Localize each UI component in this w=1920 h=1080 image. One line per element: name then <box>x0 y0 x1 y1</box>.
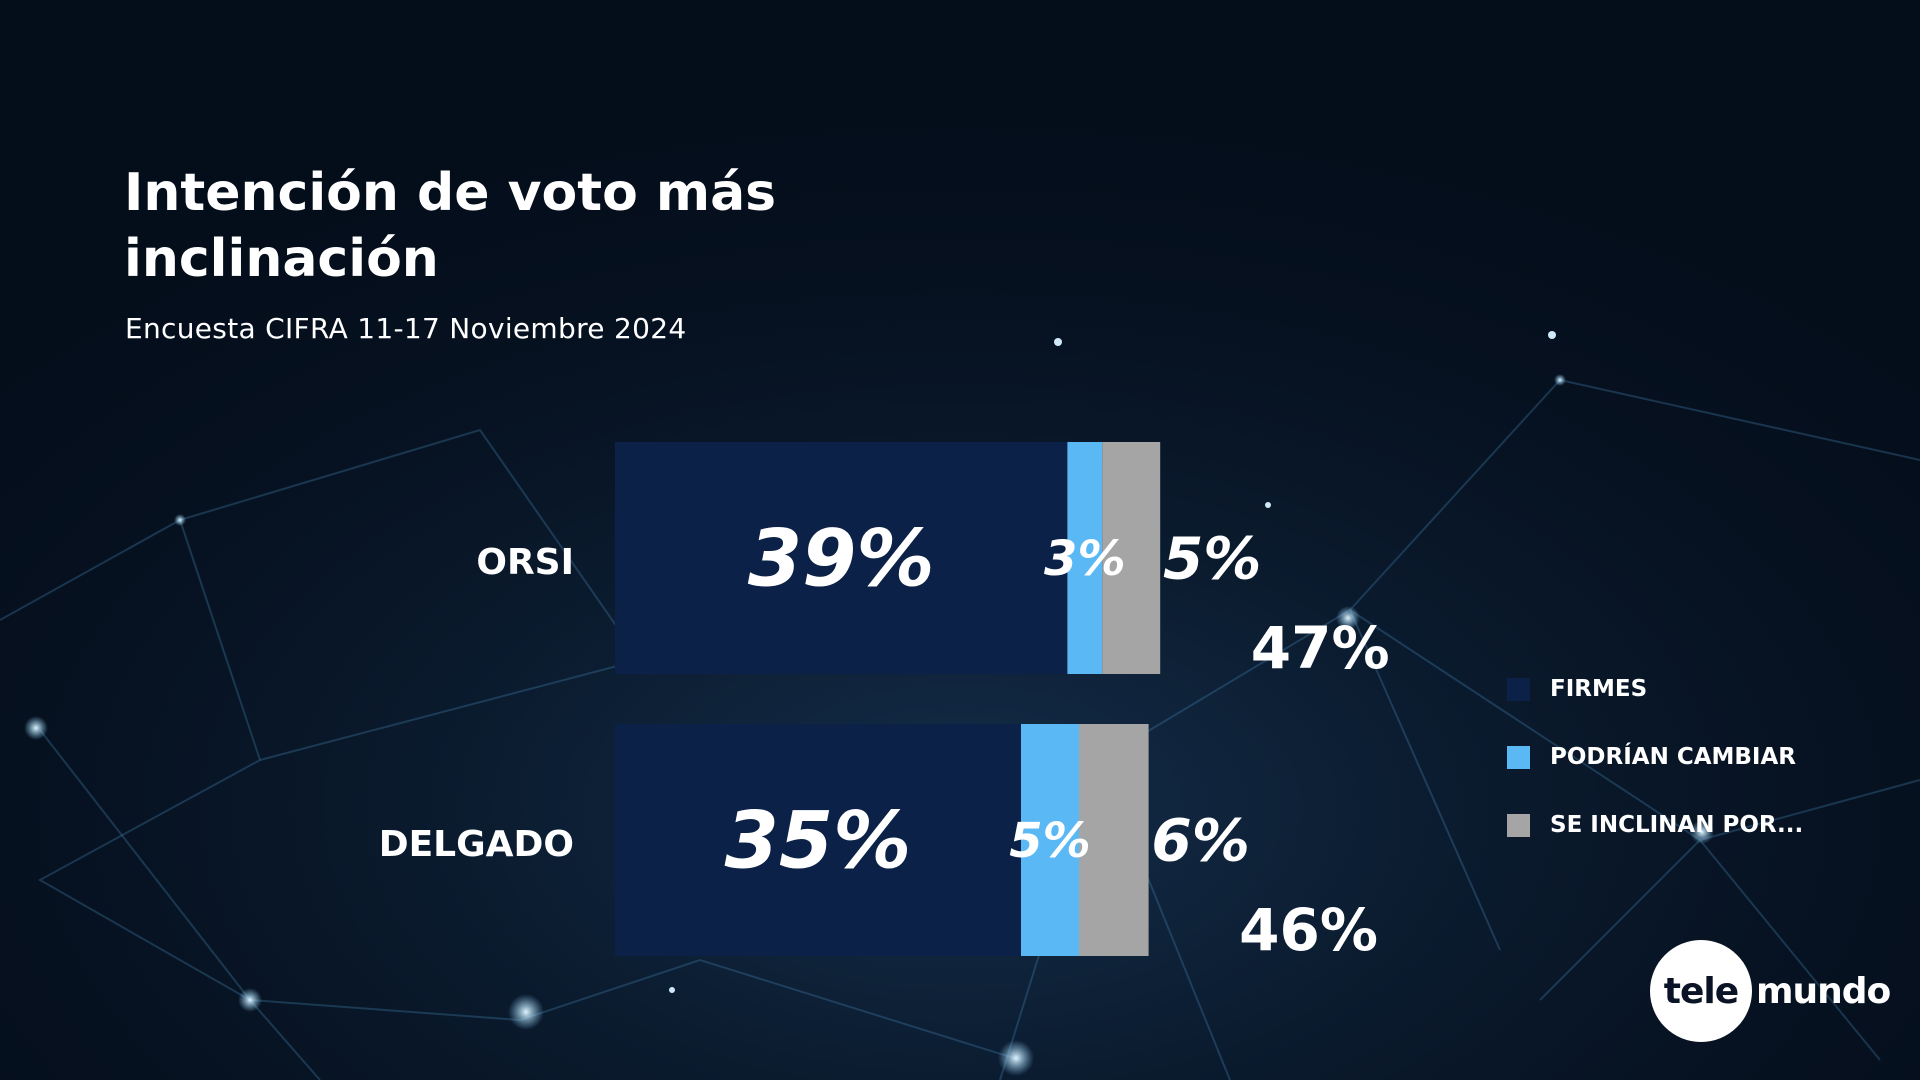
logo-circle: tele <box>1650 940 1752 1042</box>
chart-legend: FIRMES PODRÍAN CAMBIAR SE INCLINAN POR..… <box>1507 655 1803 859</box>
legend-label-se-inclinan: SE INCLINAN POR... <box>1550 812 1804 838</box>
legend-item-podrian-cambiar: PODRÍAN CAMBIAR <box>1507 723 1803 791</box>
total-label-delgado: 46% <box>1239 896 1378 964</box>
value-label-orsi-firmes: 39% <box>748 514 935 604</box>
legend-item-firmes: FIRMES <box>1507 655 1803 723</box>
bar-delgado-se-inclinan-por <box>1079 724 1149 956</box>
legend-label-firmes: FIRMES <box>1550 676 1648 702</box>
value-label-orsi-podrian-cambiar: 3% <box>1044 531 1126 587</box>
legend-label-podrian-cambiar: PODRÍAN CAMBIAR <box>1550 744 1796 770</box>
bar-delgado-podrian-cambiar <box>1021 724 1079 956</box>
chart-subtitle: Encuesta CIFRA 11-17 Noviembre 2024 <box>125 312 687 345</box>
legend-swatch-podrian-cambiar <box>1507 745 1530 769</box>
legend-item-se-inclinan: SE INCLINAN POR... <box>1507 791 1803 859</box>
value-label-orsi-se-inclinan-por: 5% <box>1163 524 1261 592</box>
telemundo-logo: tele mundo <box>1650 940 1891 1042</box>
value-label-delgado-se-inclinan-por: 6% <box>1151 806 1249 874</box>
value-label-delgado-firmes: 35% <box>725 796 912 886</box>
bar-delgado-firmes <box>615 724 1021 956</box>
total-label-orsi: 47% <box>1251 614 1390 682</box>
value-label-delgado-podrian-cambiar: 5% <box>1009 813 1091 869</box>
logo-wordmark: mundo <box>1756 970 1891 1012</box>
legend-swatch-se-inclinan <box>1507 813 1530 837</box>
legend-swatch-firmes <box>1507 677 1530 701</box>
bar-orsi-firmes <box>615 442 1068 674</box>
category-label-orsi: ORSI <box>476 542 574 583</box>
bar-orsi-se-inclinan-por <box>1102 442 1161 674</box>
category-label-delgado: DELGADO <box>379 824 574 865</box>
chart-title: Intención de voto más inclinación <box>124 163 777 289</box>
bar-orsi-podrian-cambiar <box>1067 442 1103 674</box>
